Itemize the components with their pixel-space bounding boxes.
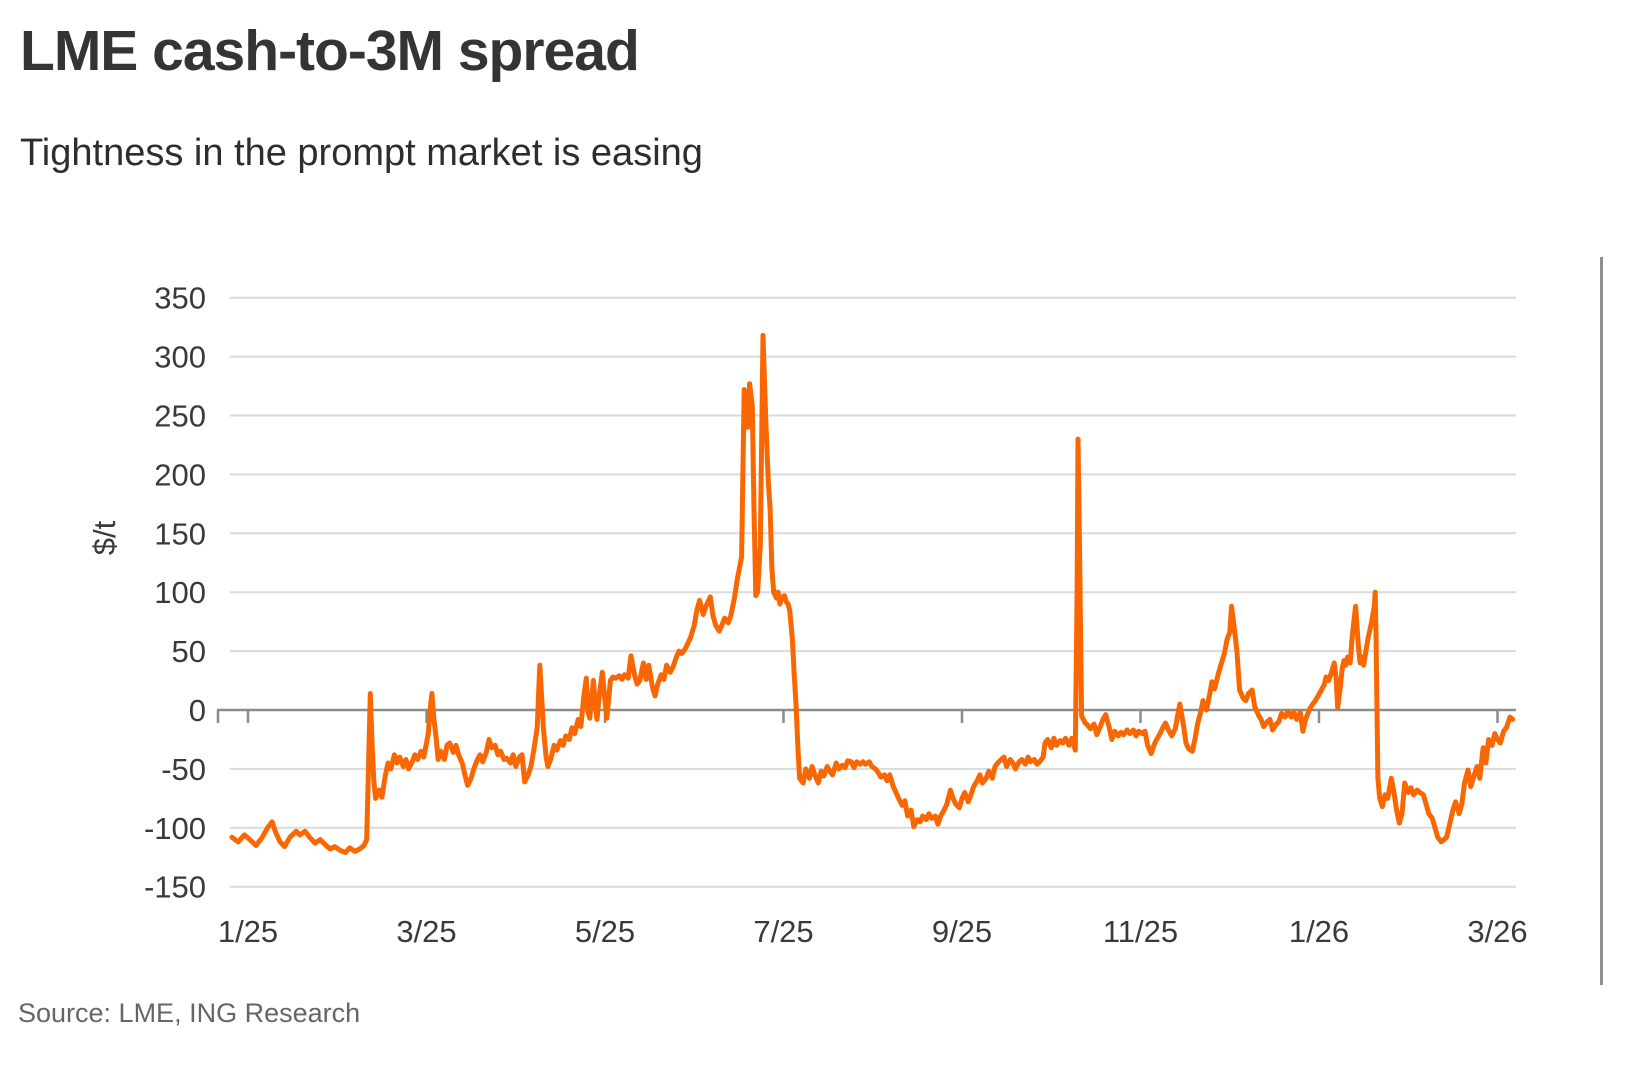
svg-text:50: 50 (172, 634, 206, 669)
svg-text:350: 350 (154, 281, 206, 316)
vertical-scrollbar[interactable] (1600, 257, 1603, 985)
chart-subtitle: Tightness in the prompt market is easing (20, 132, 703, 174)
svg-text:300: 300 (154, 340, 206, 375)
source-text: Source: LME, ING Research (18, 998, 361, 1028)
zero-axis (216, 708, 1516, 723)
svg-text:3/26: 3/26 (1467, 914, 1527, 949)
svg-text:-100: -100 (144, 811, 206, 846)
svg-text:7/25: 7/25 (753, 914, 813, 949)
x-axis-tick-labels: 1/25 3/25 5/25 7/25 9/25 11/25 1/26 3/26 (218, 914, 1528, 949)
svg-text:-50: -50 (161, 752, 206, 787)
svg-text:11/25: 11/25 (1103, 914, 1178, 949)
svg-text:150: 150 (154, 516, 206, 551)
svg-text:100: 100 (154, 575, 206, 610)
svg-text:9/25: 9/25 (932, 914, 992, 949)
svg-text:200: 200 (154, 457, 206, 492)
svg-text:5/25: 5/25 (575, 914, 635, 949)
svg-text:-150: -150 (144, 870, 206, 905)
svg-text:3/25: 3/25 (396, 914, 456, 949)
svg-text:250: 250 (154, 399, 206, 434)
svg-text:1/26: 1/26 (1289, 914, 1349, 949)
y-axis-tick-labels: 350 300 250 200 150 100 50 0 -50 -100 -150 (144, 281, 206, 905)
svg-text:0: 0 (189, 693, 206, 728)
gridlines (230, 296, 1516, 888)
page-title: LME cash-to-3M spread (20, 19, 640, 83)
svg-text:1/25: 1/25 (218, 914, 278, 949)
spread-series-line (229, 332, 1516, 855)
